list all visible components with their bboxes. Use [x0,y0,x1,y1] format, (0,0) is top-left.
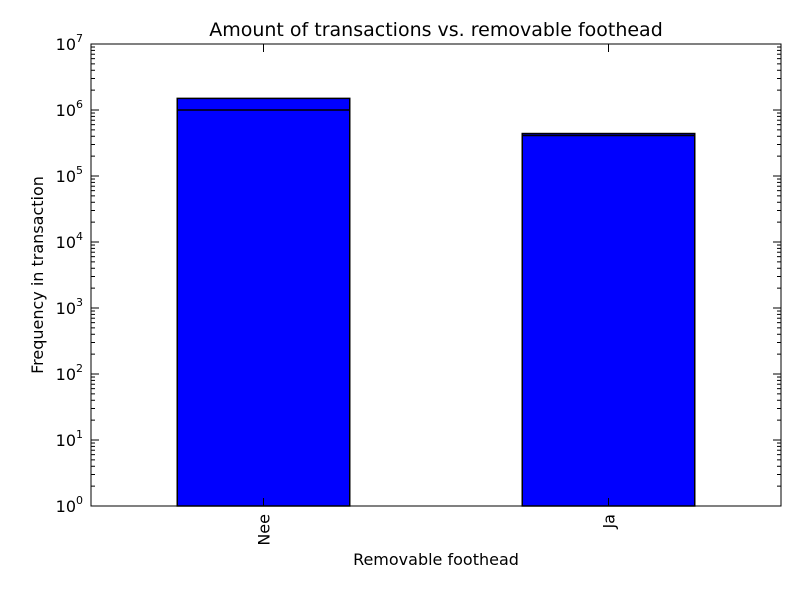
y-axis-label: Frequency in transaction [28,176,47,374]
bars-group [176,97,696,507]
y-axis: 100 101 102 103 104 105 106 107 [56,32,781,516]
y-tick-label-2: 102 [56,362,83,384]
y-tick-label-6: 106 [56,98,83,120]
x-tick-label-ja: Ja [600,514,619,530]
plot-area [90,43,782,507]
x-axis: Nee Ja [255,44,619,546]
y-tick-label-7: 107 [56,32,83,54]
x-tick-label-nee: Nee [255,514,274,546]
y-tick-label-1: 101 [56,428,83,450]
y-tick-label-5: 105 [56,164,83,186]
x-axis-label: Removable foothead [353,550,519,569]
y-tick-label-0: 100 [56,494,83,516]
bar-nee [176,97,351,507]
chart-title: Amount of transactions vs. removable foo… [209,19,663,41]
bar-ja [521,132,696,507]
y-tick-label-3: 103 [56,296,83,318]
y-tick-label-4: 104 [56,230,83,252]
